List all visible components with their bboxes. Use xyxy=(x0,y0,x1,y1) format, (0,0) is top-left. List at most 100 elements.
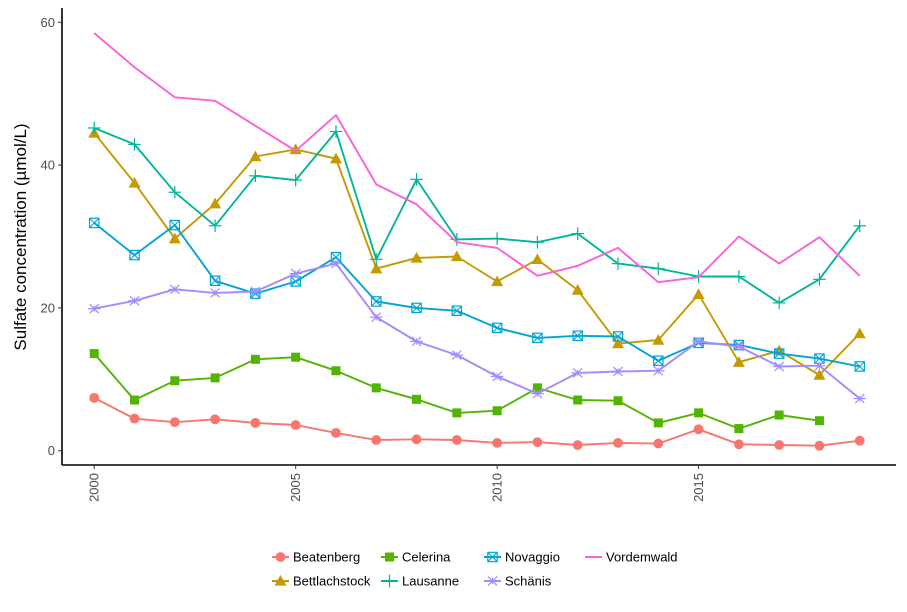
x-tick-label: 2010 xyxy=(490,473,505,502)
data-point xyxy=(89,392,100,403)
data-point xyxy=(129,249,140,261)
data-point xyxy=(410,173,423,186)
legend-label: Beatenberg xyxy=(293,550,360,565)
y-tick-label: 0 xyxy=(48,443,55,458)
legend-key-marker xyxy=(275,552,286,562)
data-point xyxy=(734,424,744,434)
series-schanis xyxy=(87,258,867,404)
data-point xyxy=(88,217,100,229)
data-point xyxy=(773,348,785,359)
data-point xyxy=(732,270,746,283)
legend-key-marker xyxy=(274,575,287,586)
data-point xyxy=(692,288,705,300)
series-lausanne xyxy=(87,121,867,310)
data-point xyxy=(89,349,99,359)
legend-item-novaggio: Novaggio xyxy=(484,550,560,565)
data-point xyxy=(774,410,784,420)
data-point xyxy=(169,219,181,231)
legend-item-lausanne: Lausanne xyxy=(381,574,459,589)
data-point xyxy=(168,232,181,244)
data-point xyxy=(249,286,262,297)
data-point xyxy=(169,417,180,428)
data-point xyxy=(694,408,704,418)
data-point xyxy=(128,176,141,188)
data-point xyxy=(611,257,625,270)
y-tick-label: 60 xyxy=(41,15,55,30)
series-line xyxy=(93,127,861,304)
data-point xyxy=(853,219,867,233)
axes: 0 20 40 60 2000 2005 2010 2015 xyxy=(41,15,707,502)
data-point xyxy=(531,388,544,399)
data-point xyxy=(813,273,826,286)
series-line xyxy=(93,222,860,368)
data-point xyxy=(452,408,462,418)
data-point xyxy=(571,284,584,295)
data-point xyxy=(128,138,141,151)
legend-item-vordemwald: Vordemwald xyxy=(585,550,678,565)
series-celerina xyxy=(89,349,824,434)
data-point xyxy=(532,437,543,448)
series-beatenberg xyxy=(89,392,865,451)
data-point xyxy=(733,439,744,450)
data-point xyxy=(168,284,182,295)
data-point xyxy=(412,394,422,404)
data-point xyxy=(854,361,866,372)
x-tick-label: 2005 xyxy=(288,473,303,502)
data-point xyxy=(451,305,463,317)
data-point xyxy=(411,302,422,314)
data-point xyxy=(531,235,544,249)
data-point xyxy=(290,276,301,287)
plot-area xyxy=(87,32,867,451)
data-point xyxy=(814,440,825,451)
data-point xyxy=(572,440,583,450)
series-vordemwald xyxy=(93,32,861,284)
data-point xyxy=(611,366,625,377)
legend-item-bettlachstock: Bettlachstock xyxy=(272,574,371,589)
data-point xyxy=(813,369,826,380)
data-point xyxy=(853,393,867,404)
legend-label: Schänis xyxy=(505,574,552,589)
legend-item-schanis: Schänis xyxy=(484,574,552,589)
data-point xyxy=(210,414,221,425)
data-point xyxy=(450,350,464,360)
data-point xyxy=(531,253,544,265)
series-line xyxy=(93,32,861,284)
data-point xyxy=(491,322,503,334)
data-point xyxy=(331,366,341,376)
data-point xyxy=(289,268,302,279)
data-point xyxy=(370,262,383,274)
data-point xyxy=(490,232,504,245)
data-point xyxy=(371,383,381,393)
data-point xyxy=(208,287,222,298)
data-point xyxy=(571,367,585,378)
data-point xyxy=(291,352,301,362)
legend-key-marker xyxy=(486,576,499,586)
y-tick-label: 20 xyxy=(41,300,55,315)
legend-item-celerina: Celerina xyxy=(381,550,451,565)
x-tick-label: 2015 xyxy=(691,473,706,502)
data-point xyxy=(87,303,101,314)
data-point xyxy=(129,413,140,424)
data-point xyxy=(369,312,383,323)
data-point xyxy=(289,173,302,187)
data-point xyxy=(130,395,140,405)
data-point xyxy=(573,395,583,405)
data-point xyxy=(653,418,663,428)
legend-key-marker xyxy=(385,552,394,562)
series-line xyxy=(93,397,860,447)
data-point xyxy=(813,360,826,371)
data-point xyxy=(87,121,101,135)
data-point xyxy=(732,356,745,367)
legend-label: Celerina xyxy=(402,550,451,565)
data-point xyxy=(693,424,704,435)
legend-key-marker xyxy=(487,551,498,563)
data-point xyxy=(209,275,221,287)
data-point xyxy=(492,406,502,416)
series-bettlachstock xyxy=(88,126,866,380)
legend-item-beatenberg: Beatenberg xyxy=(272,550,360,565)
data-point xyxy=(612,337,624,349)
data-point xyxy=(208,219,222,233)
data-point xyxy=(732,341,746,352)
data-point xyxy=(168,185,182,199)
data-point xyxy=(692,336,705,347)
